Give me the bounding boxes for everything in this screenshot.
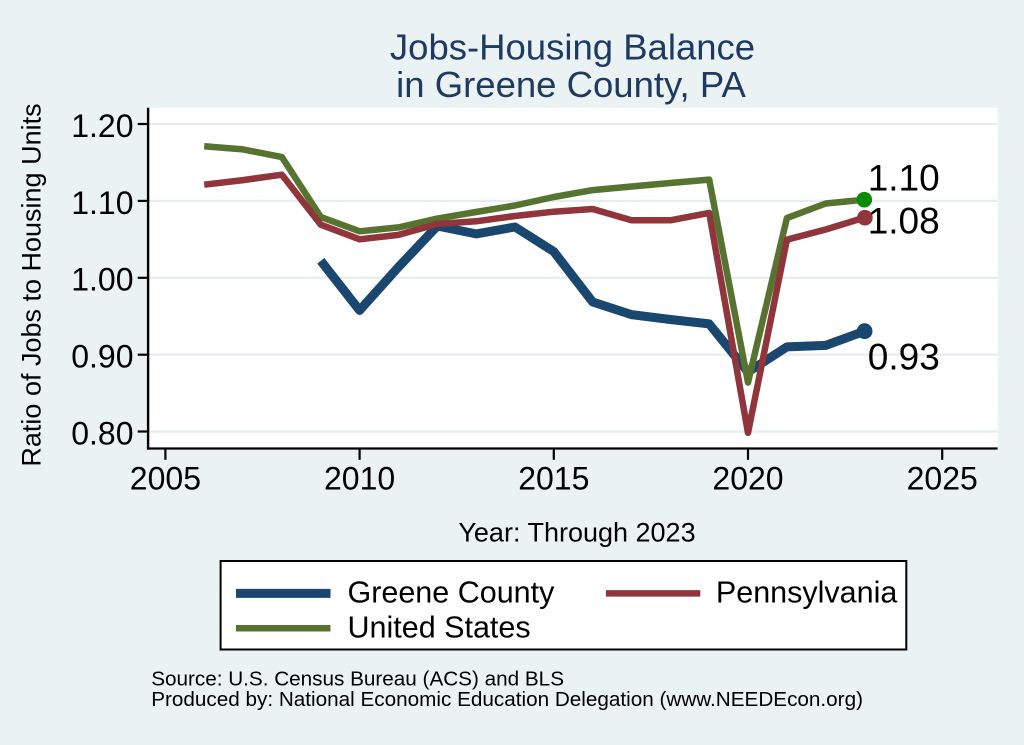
svg-text:Greene County: Greene County (348, 576, 556, 610)
svg-text:in Greene County, PA: in Greene County, PA (396, 64, 746, 105)
svg-text:1.08: 1.08 (868, 201, 940, 242)
svg-text:2015: 2015 (518, 461, 589, 497)
svg-text:1.10: 1.10 (868, 158, 940, 199)
svg-text:Pennsylvania: Pennsylvania (716, 576, 897, 610)
svg-text:Produced by: National Economic: Produced by: National Economic Education… (151, 688, 863, 711)
svg-text:2020: 2020 (712, 461, 783, 497)
svg-text:0.93: 0.93 (868, 337, 940, 378)
svg-text:2025: 2025 (907, 461, 978, 497)
svg-text:Ratio of Jobs to Housing Units: Ratio of Jobs to Housing Units (17, 103, 47, 466)
svg-text:Jobs-Housing Balance: Jobs-Housing Balance (390, 27, 755, 68)
svg-text:2010: 2010 (324, 461, 395, 497)
svg-text:Source: U.S. Census Bureau (AC: Source: U.S. Census Bureau (ACS) and BLS (151, 668, 564, 691)
svg-text:0.80: 0.80 (71, 415, 133, 451)
svg-text:1.20: 1.20 (71, 108, 133, 144)
svg-text:0.90: 0.90 (71, 339, 133, 375)
svg-text:1.10: 1.10 (71, 185, 133, 221)
svg-text:Year: Through 2023: Year: Through 2023 (458, 518, 695, 548)
svg-text:United States: United States (348, 611, 531, 645)
svg-text:2005: 2005 (130, 461, 201, 497)
svg-text:1.00: 1.00 (71, 262, 133, 298)
